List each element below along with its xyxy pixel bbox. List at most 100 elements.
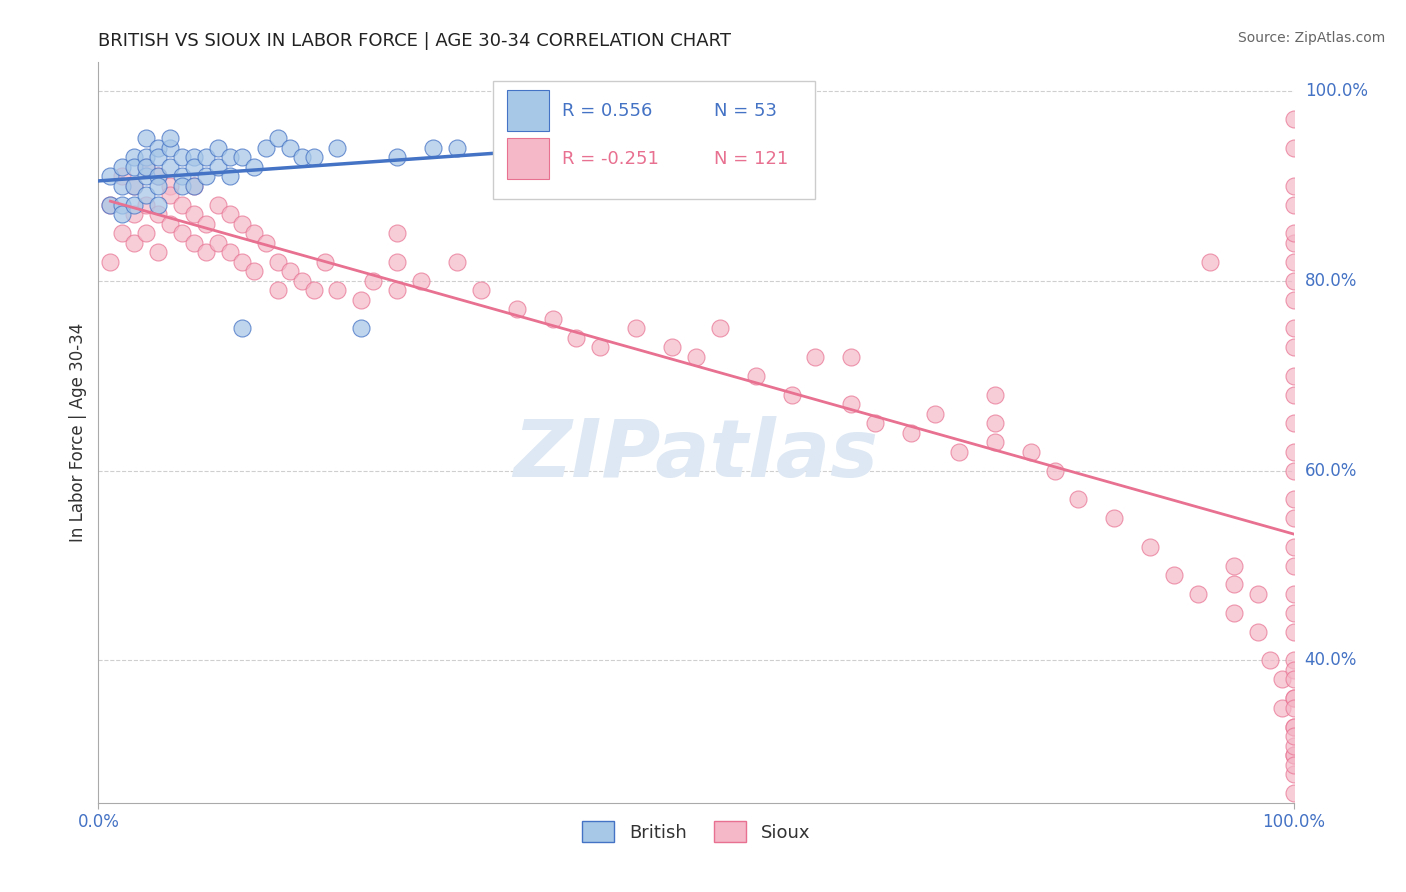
Point xyxy=(326,283,349,297)
Point xyxy=(243,227,266,241)
Point xyxy=(219,169,242,184)
Point xyxy=(1282,558,1305,573)
Point xyxy=(865,416,887,430)
Point xyxy=(626,131,648,145)
Point xyxy=(207,235,229,250)
Point xyxy=(1282,540,1305,554)
Point xyxy=(411,274,433,288)
Point xyxy=(1139,540,1161,554)
Point xyxy=(207,141,229,155)
Point xyxy=(172,198,194,212)
Point xyxy=(254,141,277,155)
Point xyxy=(148,245,170,260)
Point xyxy=(1282,511,1305,525)
Point xyxy=(291,274,314,288)
Point xyxy=(267,254,290,268)
Point xyxy=(111,207,134,221)
Point xyxy=(948,444,970,458)
Point xyxy=(1247,587,1270,601)
Point xyxy=(267,131,290,145)
Point xyxy=(124,235,146,250)
Point xyxy=(1282,720,1305,734)
Text: 80.0%: 80.0% xyxy=(1305,272,1357,290)
Point xyxy=(1282,767,1305,781)
FancyBboxPatch shape xyxy=(508,138,548,179)
Point xyxy=(135,150,157,164)
Point xyxy=(1282,227,1305,241)
Point xyxy=(98,254,122,268)
Point xyxy=(1187,587,1209,601)
Point xyxy=(350,321,373,335)
Point xyxy=(254,235,277,250)
Point xyxy=(1223,606,1246,620)
Point xyxy=(924,407,946,421)
Point xyxy=(243,160,266,174)
Text: 40.0%: 40.0% xyxy=(1305,651,1357,669)
Point xyxy=(1282,340,1305,354)
Point xyxy=(135,169,157,184)
Point xyxy=(207,160,229,174)
Point xyxy=(172,178,194,193)
Point xyxy=(1258,653,1281,667)
Point xyxy=(183,207,205,221)
Point xyxy=(984,416,1007,430)
Point xyxy=(1104,511,1126,525)
Point xyxy=(183,178,205,193)
Point xyxy=(302,283,325,297)
Point xyxy=(315,254,337,268)
Point xyxy=(159,160,181,174)
Point xyxy=(541,131,564,145)
Point xyxy=(1282,321,1305,335)
Point xyxy=(291,150,314,164)
Point xyxy=(195,217,218,231)
Point xyxy=(111,198,134,212)
Point xyxy=(124,150,146,164)
Point xyxy=(111,178,134,193)
Point xyxy=(1247,624,1270,639)
Point xyxy=(135,160,157,174)
Text: 60.0%: 60.0% xyxy=(1305,461,1357,480)
Point xyxy=(1282,112,1305,127)
Point xyxy=(98,198,122,212)
Point xyxy=(231,217,253,231)
Point xyxy=(195,245,218,260)
Point xyxy=(172,150,194,164)
Point xyxy=(446,254,468,268)
Point xyxy=(135,227,157,241)
Point xyxy=(243,264,266,278)
Point xyxy=(148,207,170,221)
Point xyxy=(148,169,170,184)
Point xyxy=(1282,464,1305,478)
Point xyxy=(148,150,170,164)
Point xyxy=(111,227,134,241)
Point xyxy=(219,207,242,221)
Point xyxy=(135,131,157,145)
Point xyxy=(98,169,122,184)
Point xyxy=(1282,254,1305,268)
Point xyxy=(709,321,731,335)
Point xyxy=(159,188,181,202)
Point xyxy=(183,160,205,174)
Point xyxy=(124,178,146,193)
Point xyxy=(159,141,181,155)
Point xyxy=(195,150,218,164)
Point xyxy=(1282,368,1305,383)
Point xyxy=(302,150,325,164)
Point xyxy=(1282,691,1305,706)
Point xyxy=(278,141,301,155)
Text: R = -0.251: R = -0.251 xyxy=(562,150,659,168)
Point xyxy=(984,387,1007,401)
Point xyxy=(1163,568,1185,582)
Point xyxy=(900,425,922,440)
Point xyxy=(363,274,385,288)
Point xyxy=(183,150,205,164)
Point xyxy=(1282,673,1305,687)
Point xyxy=(385,150,409,164)
Point xyxy=(1282,491,1305,506)
Point xyxy=(1282,691,1305,706)
Point xyxy=(1019,444,1042,458)
Point xyxy=(984,435,1007,450)
Point xyxy=(565,131,588,145)
Point xyxy=(1282,198,1305,212)
Point xyxy=(589,131,612,145)
